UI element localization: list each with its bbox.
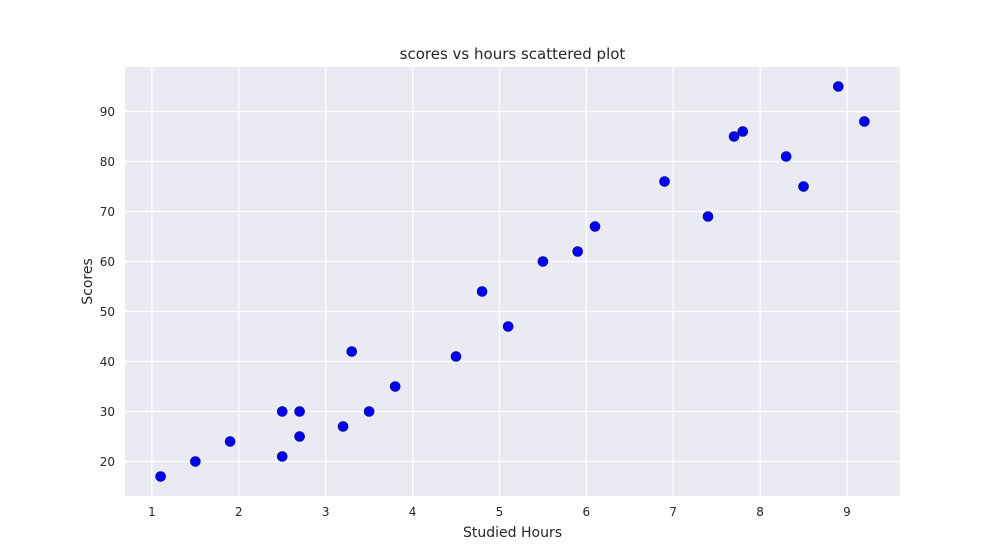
data-point <box>589 221 601 232</box>
y-tick-label: 80 <box>100 155 115 169</box>
data-point <box>659 176 670 187</box>
chart-title: scores vs hours scattered plot <box>400 45 626 63</box>
y-tick-label: 90 <box>100 105 115 119</box>
y-tick-label: 30 <box>100 405 115 419</box>
data-point <box>346 346 358 357</box>
data-point <box>737 126 749 137</box>
x-tick-label: 5 <box>496 505 504 519</box>
data-point <box>224 436 236 447</box>
x-tick-label: 7 <box>669 505 677 519</box>
data-points <box>155 81 870 482</box>
plot-area <box>125 67 900 496</box>
y-axis-label: Scores <box>80 258 96 305</box>
data-point <box>798 181 809 192</box>
y-tick-label: 70 <box>100 205 115 219</box>
x-tick-label: 4 <box>409 505 417 519</box>
data-point <box>389 381 401 392</box>
data-point <box>276 451 288 462</box>
x-axis-label: Studied Hours <box>463 525 562 541</box>
x-tick-label: 2 <box>235 505 243 519</box>
data-point <box>190 456 201 467</box>
y-tick-label: 40 <box>100 355 115 369</box>
data-point <box>276 406 288 417</box>
y-tick-label: 20 <box>100 455 115 469</box>
data-point <box>502 321 514 332</box>
x-tick-label: 1 <box>148 505 156 519</box>
data-point <box>728 131 740 142</box>
data-point <box>363 406 375 417</box>
x-tick-label: 6 <box>583 505 591 519</box>
data-point <box>702 211 714 222</box>
data-point <box>337 421 349 432</box>
data-point <box>294 406 305 417</box>
data-point <box>155 471 166 482</box>
data-point <box>859 116 870 127</box>
data-point <box>833 81 844 92</box>
data-point <box>450 351 462 362</box>
data-point <box>294 431 305 442</box>
x-tick-label: 9 <box>843 505 851 519</box>
x-tick-label: 3 <box>322 505 330 519</box>
data-point <box>476 286 488 297</box>
tick-labels: 1 2 3 4 5 6 7 8 9 20 30 40 50 60 70 80 90 <box>100 105 851 519</box>
data-point <box>780 151 792 162</box>
x-tick-label: 8 <box>756 505 764 519</box>
data-point <box>572 246 583 257</box>
y-tick-label: 50 <box>100 305 115 319</box>
y-tick-label: 60 <box>100 255 115 269</box>
data-point <box>537 256 549 267</box>
grid-lines <box>125 67 900 496</box>
